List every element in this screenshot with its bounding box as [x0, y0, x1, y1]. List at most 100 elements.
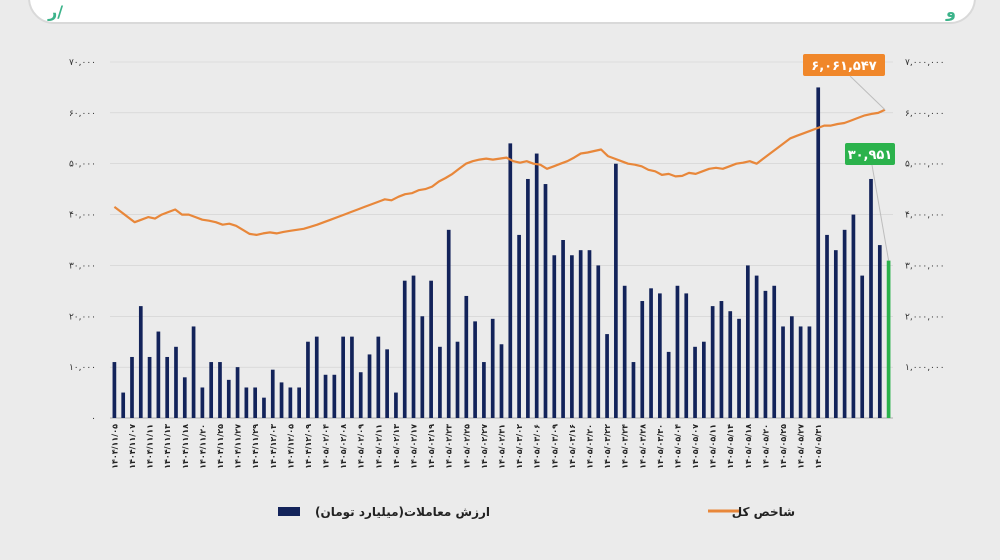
bar [666, 351, 671, 418]
x-tick-label: ۱۴۰۵/۰۳/۰۲ [515, 424, 524, 469]
callout-bar-box [845, 143, 895, 165]
x-tick-label: ۱۴۰۴/۱۱/۱۱ [146, 424, 155, 469]
y-left-tick-label: ۱۰,۰۰۰ [69, 363, 96, 373]
bar [174, 346, 178, 418]
bar [332, 374, 337, 418]
bar [587, 250, 592, 418]
bar [825, 234, 829, 418]
bar [543, 184, 548, 418]
bar-series [112, 87, 891, 419]
x-tick-label: ۱۴۰۵/۰۲/۳۱ [498, 424, 507, 469]
bar [684, 293, 689, 418]
callout-bar-leader [871, 164, 890, 261]
bar [789, 316, 794, 418]
x-tick-label: ۱۴۰۴/۱۲/۰۹ [304, 424, 313, 469]
x-tick-label: ۱۴۰۵/۰۵/۱۱ [709, 424, 718, 469]
bar [640, 301, 645, 418]
x-tick-label: ۱۴۰۵/۰۲/۱۹ [427, 424, 436, 469]
bar [112, 362, 117, 418]
bar [517, 234, 521, 418]
bar [130, 356, 134, 418]
bar [728, 311, 733, 418]
x-tick-label: ۱۴۰۵/۰۲/۲۳ [445, 424, 454, 469]
bar [816, 87, 821, 418]
bar [745, 265, 750, 418]
bar [244, 387, 249, 418]
bar [526, 178, 530, 418]
bar [869, 178, 873, 418]
bar [279, 382, 284, 418]
x-tick-label: ۱۴۰۵/۰۳/۲۸ [638, 424, 647, 469]
x-tick-label: ۱۴۰۵/۰۳/۲۴ [621, 424, 630, 469]
bar [253, 387, 258, 418]
x-tick-label: ۱۴۰۵/۰۵/۱۸ [744, 424, 753, 469]
x-tick-label: ۱۴۰۵/۰۲/۰۹ [357, 424, 366, 469]
x-tick-label: ۱۴۰۵/۰۳/۱۶ [568, 424, 577, 469]
bar [165, 356, 170, 418]
y-right-tick-label: ۴,۰۰۰,۰۰۰ [905, 211, 945, 221]
legend-bar-swatch [278, 507, 300, 516]
bar [138, 306, 143, 418]
callout-line-box [803, 54, 885, 76]
x-tick-label: ۱۴۰۵/۰۲/۲۷ [480, 424, 489, 469]
bar [754, 275, 759, 418]
header-right-glyph: و [946, 2, 956, 21]
bar [860, 275, 865, 418]
bar [209, 362, 214, 418]
y-right-tick-label: ۶,۰۰۰,۰۰۰ [905, 109, 945, 119]
callout-line-leader [849, 75, 886, 111]
bar [218, 362, 222, 418]
x-tick-label: ۱۴۰۵/۰۲/۲۵ [462, 424, 471, 469]
x-tick-label: ۱۴۰۵/۰۲/۰۸ [339, 424, 348, 469]
bar [833, 250, 838, 418]
x-tick-label: ۱۴۰۴/۱۱/۲۵ [216, 424, 225, 469]
x-tick-label: ۱۴۰۵/۰۲/۱۱ [374, 424, 383, 469]
y-left-tick-label: ۶۰,۰۰۰ [69, 109, 96, 119]
bar [473, 321, 477, 418]
x-tick-label: ۱۴۰۴/۱۲/۰۳ [269, 424, 278, 469]
y-left-tick-label: ۵۰,۰۰۰ [69, 160, 96, 170]
y-right-tick-label: ۷,۰۰۰,۰۰۰ [905, 58, 945, 68]
callout-bar-value: ۳۰,۹۵۱ [845, 143, 895, 261]
bar [561, 240, 565, 418]
bar [446, 229, 451, 418]
bar [807, 326, 812, 418]
bar [842, 229, 847, 418]
bar [464, 295, 469, 418]
bar [482, 362, 486, 418]
bar [710, 306, 715, 418]
bar [367, 354, 372, 418]
bar [605, 334, 609, 418]
y-left-tick-label: ۷۰,۰۰۰ [69, 58, 96, 68]
callout-line-label: ۶,۰۶۱,۵۴۷ [811, 59, 876, 74]
bar [262, 397, 266, 418]
x-tick-label: ۱۴۰۵/۰۳/۰۹ [550, 424, 559, 469]
x-tick-label: ۱۴۰۵/۰۳/۳۰ [656, 424, 665, 469]
bar [886, 260, 891, 418]
bar [622, 285, 627, 418]
bar [719, 301, 724, 418]
bar [358, 372, 363, 418]
y-left-tick-label: ۴۰,۰۰۰ [69, 211, 96, 221]
bar [658, 293, 662, 418]
bar [191, 326, 196, 418]
line-series [113, 108, 886, 236]
bar [235, 367, 240, 418]
bar [798, 326, 803, 418]
bar [288, 387, 293, 418]
y-left-tick-label: ۰ [91, 414, 96, 424]
bar [772, 285, 777, 418]
x-tick-label: ۱۴۰۵/۰۳/۰۶ [533, 424, 542, 469]
x-tick-label: ۱۴۰۵/۰۵/۲۰ [761, 424, 770, 469]
x-tick-label: ۱۴۰۵/۰۵/۲۵ [779, 424, 788, 469]
header-card: ر/ و [28, 0, 976, 24]
bar [763, 290, 768, 418]
x-tick-label: ۱۴۰۵/۰۳/۲۲ [603, 424, 612, 469]
x-tick-label: ۱۴۰۴/۱۱/۲۹ [251, 424, 260, 469]
x-tick-label: ۱۴۰۵/۰۳/۲۰ [585, 424, 594, 469]
bar [702, 341, 706, 418]
y-left-tick-label: ۳۰,۰۰۰ [69, 261, 96, 271]
bar [508, 143, 513, 418]
callout-bar-label: ۳۰,۹۵۱ [848, 148, 893, 163]
